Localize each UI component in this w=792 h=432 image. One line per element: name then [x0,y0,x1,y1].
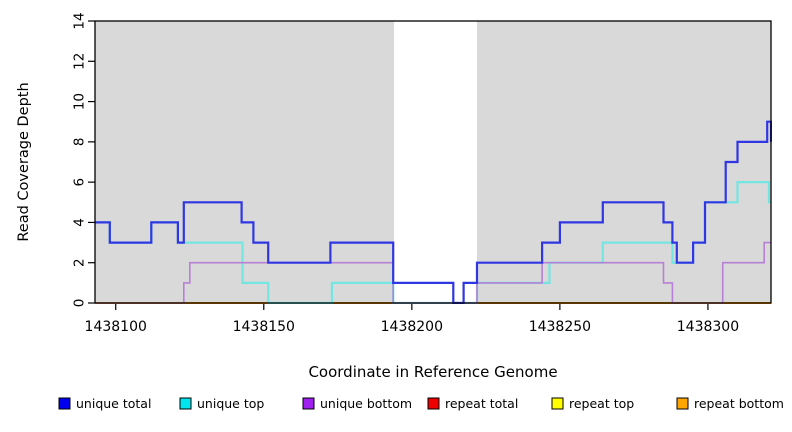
x-tick-label: 1438200 [381,319,443,335]
y-tick-label: 14 [72,12,88,29]
no-data-gap-band [394,21,477,303]
legend-label: repeat total [445,396,518,411]
x-tick-label: 1438300 [677,319,739,335]
legend-label: unique total [76,396,151,411]
x-tick-label: 1438100 [85,319,147,335]
y-tick-label: 2 [72,258,88,267]
series-line-unique-total [95,120,772,304]
legend-label: unique bottom [320,396,412,411]
y-tick-label: 4 [72,218,88,227]
series-line-unique-bottom [95,241,771,304]
legend-swatch-unique-bottom [302,397,315,410]
y-tick-label: 6 [72,178,88,187]
plot-border [94,20,772,304]
y-tick-label: 8 [72,138,88,147]
x-tick-label: 1438150 [233,319,295,335]
y-tick-label: 10 [72,93,88,110]
x-tick-label: 1438250 [529,319,591,335]
y-axis-title: Read Coverage Depth [16,82,32,241]
legend-swatch-unique-total [58,397,71,410]
legend-swatch-repeat-bottom [676,397,689,410]
y-tick-label: 0 [72,299,88,308]
legend-swatch-repeat-top [551,397,564,410]
legend-label: unique top [197,396,264,411]
x-axis-title: Coordinate in Reference Genome [308,363,557,381]
legend-swatch-unique-top [179,397,192,410]
legend-swatch-repeat-total [427,397,440,410]
legend-label: repeat top [569,396,634,411]
y-tick-label: 12 [72,53,88,70]
legend-label: repeat bottom [694,396,784,411]
